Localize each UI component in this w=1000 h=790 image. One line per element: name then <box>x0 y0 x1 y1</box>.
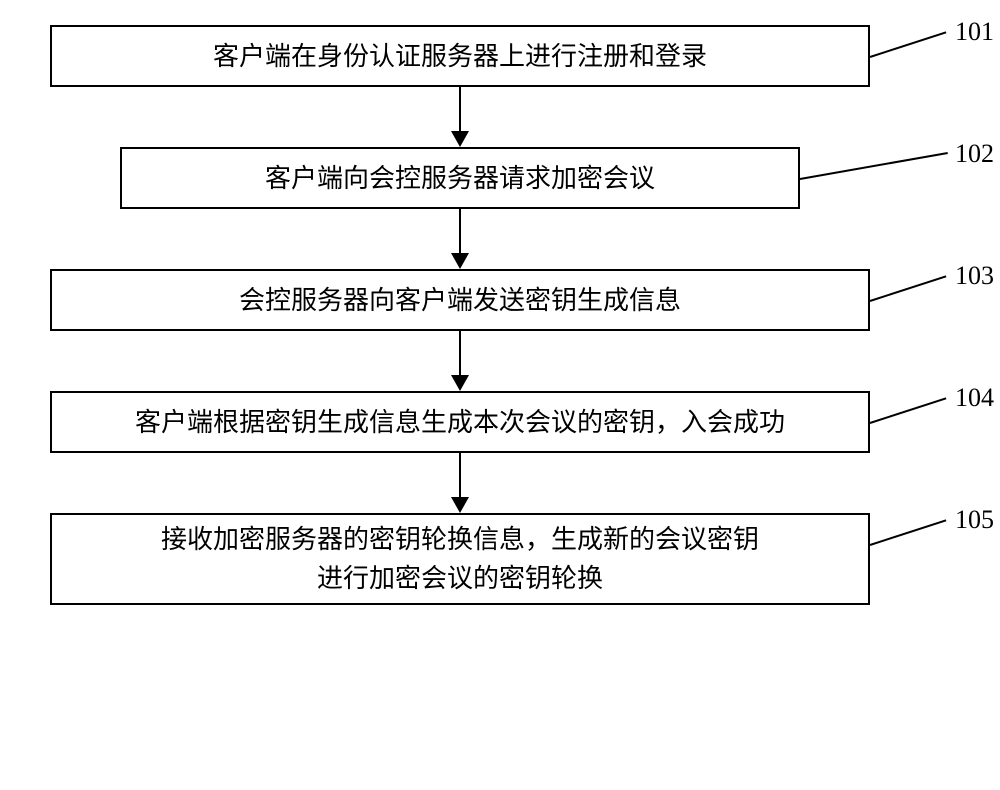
arrow-line-2 <box>459 209 461 253</box>
arrow-line-4 <box>459 453 461 497</box>
box-105: 接收加密服务器的密钥轮换信息，生成新的会议密钥 进行加密会议的密钥轮换 <box>50 513 870 605</box>
arrow-head-3 <box>451 375 469 391</box>
box-text-102: 客户端向会控服务器请求加密会议 <box>265 159 655 198</box>
label-line-101 <box>870 31 947 58</box>
flowchart-container: 客户端在身份认证服务器上进行注册和登录 101 客户端向会控服务器请求加密会议 … <box>50 25 950 605</box>
box-102: 客户端向会控服务器请求加密会议 <box>120 147 800 209</box>
label-101: 101 <box>955 17 994 47</box>
label-102: 102 <box>955 139 994 169</box>
arrow-1 <box>50 87 950 147</box>
label-105: 105 <box>955 505 994 535</box>
step-103: 会控服务器向客户端发送密钥生成信息 103 <box>50 269 950 331</box>
box-101: 客户端在身份认证服务器上进行注册和登录 <box>50 25 870 87</box>
step-101: 客户端在身份认证服务器上进行注册和登录 101 <box>50 25 950 87</box>
box-text-105: 接收加密服务器的密钥轮换信息，生成新的会议密钥 进行加密会议的密钥轮换 <box>161 520 759 598</box>
box-103: 会控服务器向客户端发送密钥生成信息 <box>50 269 870 331</box>
step-105: 接收加密服务器的密钥轮换信息，生成新的会议密钥 进行加密会议的密钥轮换 105 <box>50 513 950 605</box>
label-line-102 <box>800 152 948 180</box>
box-104: 客户端根据密钥生成信息生成本次会议的密钥，入会成功 <box>50 391 870 453</box>
label-line-103 <box>870 275 947 302</box>
step-104: 客户端根据密钥生成信息生成本次会议的密钥，入会成功 104 <box>50 391 950 453</box>
arrow-line-3 <box>459 331 461 375</box>
box-text-101: 客户端在身份认证服务器上进行注册和登录 <box>213 37 707 76</box>
label-103: 103 <box>955 261 994 291</box>
arrow-2 <box>50 209 950 269</box>
label-line-105 <box>870 519 947 546</box>
box-text-104: 客户端根据密钥生成信息生成本次会议的密钥，入会成功 <box>135 403 785 442</box>
box-text-103: 会控服务器向客户端发送密钥生成信息 <box>239 281 681 320</box>
label-104: 104 <box>955 383 994 413</box>
arrow-head-2 <box>451 253 469 269</box>
label-line-104 <box>870 397 947 424</box>
arrow-3 <box>50 331 950 391</box>
arrow-4 <box>50 453 950 513</box>
step-102: 客户端向会控服务器请求加密会议 102 <box>50 147 950 209</box>
arrow-head-4 <box>451 497 469 513</box>
arrow-line-1 <box>459 87 461 131</box>
arrow-head-1 <box>451 131 469 147</box>
